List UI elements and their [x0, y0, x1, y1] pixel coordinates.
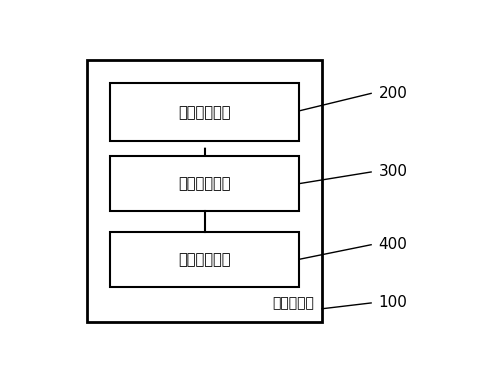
Text: 400: 400 — [379, 237, 407, 252]
Text: 散薬放出装置: 散薬放出装置 — [179, 176, 231, 191]
Text: 散薬収容容器: 散薬収容容器 — [179, 105, 231, 120]
Text: 200: 200 — [379, 86, 407, 101]
Bar — [110, 83, 299, 141]
Bar — [110, 232, 299, 287]
Bar — [110, 156, 299, 211]
Text: 300: 300 — [379, 164, 407, 180]
Text: 散薬包装装置: 散薬包装装置 — [179, 252, 231, 267]
Bar — [87, 60, 322, 322]
Text: 100: 100 — [379, 296, 407, 310]
Text: 散薬分包機: 散薬分包機 — [272, 296, 314, 310]
